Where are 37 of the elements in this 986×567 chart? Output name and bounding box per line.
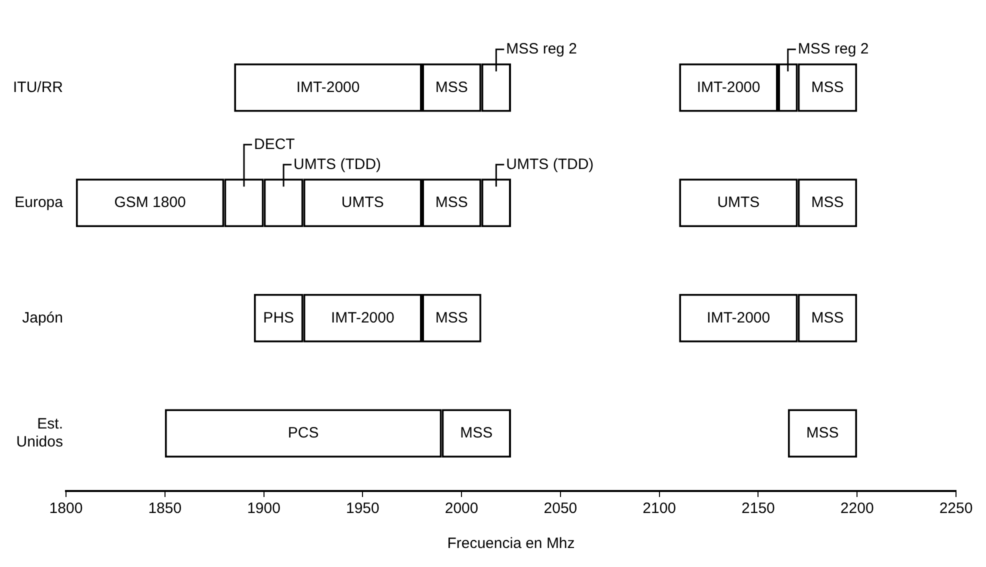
- data-label: MSS reg 2: [506, 40, 578, 58]
- x-tick-label: 1800: [49, 500, 83, 518]
- data-label: MSS: [435, 309, 468, 326]
- x-tick-label: 1950: [346, 500, 380, 518]
- data-label: MSS: [435, 194, 468, 212]
- data-label: UMTS (TDD): [506, 156, 594, 173]
- data-label: MSS: [811, 78, 844, 96]
- data-label: IMT-2000: [696, 78, 760, 96]
- data-label: UMTS: [341, 194, 384, 212]
- data-label: MSS reg 2: [798, 40, 869, 58]
- y-tick-label: ITU/RR: [12, 78, 64, 96]
- x-tick-label: 1900: [247, 500, 280, 518]
- data-label: UMTS (TDD): [294, 156, 382, 173]
- data-label: MSS: [435, 78, 468, 96]
- x-tick-label: 1850: [148, 500, 182, 518]
- data-label: PHS: [263, 309, 294, 326]
- x-tick-label: 2150: [742, 500, 775, 518]
- data-label: DECT: [254, 136, 295, 153]
- x-axis-title: Frecuencia en Mhz: [447, 535, 575, 552]
- data-label: IMT-2000: [706, 309, 770, 326]
- data-label: GSM 1800: [114, 194, 186, 212]
- y-tick-label: Japón: [22, 309, 63, 326]
- y-tick-label: Est. Unidos: [16, 416, 63, 451]
- data-label: MSS: [460, 424, 493, 442]
- data-label: IMT-2000: [296, 78, 360, 96]
- x-tick-label: 2000: [444, 500, 478, 518]
- x-tick-label: 2250: [939, 500, 973, 518]
- x-tick-label: 2050: [544, 500, 578, 518]
- y-tick-label: Europa: [14, 194, 64, 212]
- x-tick-label: 2200: [840, 500, 874, 518]
- data-label: IMT-2000: [330, 309, 394, 326]
- x-tick-label: 2100: [642, 500, 676, 518]
- data-label: UMTS: [717, 194, 760, 212]
- data-label: MSS: [806, 424, 839, 442]
- data-label: PCS: [288, 424, 319, 442]
- data-label: MSS: [811, 194, 844, 212]
- data-label: MSS: [811, 309, 844, 326]
